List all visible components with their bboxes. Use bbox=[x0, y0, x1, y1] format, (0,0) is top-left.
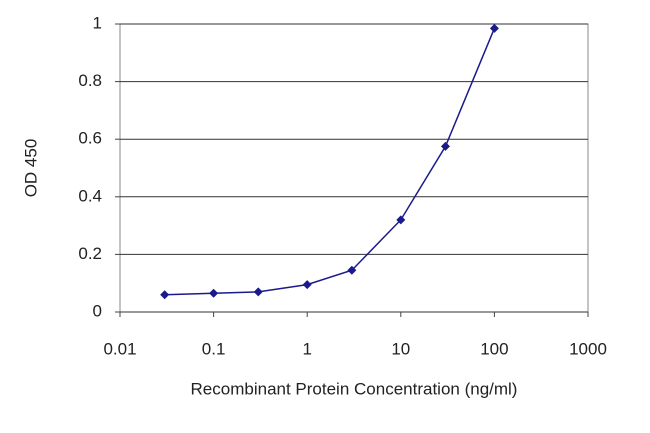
y-tick-label: 0 bbox=[93, 301, 102, 320]
y-tick-label: 0.8 bbox=[78, 71, 102, 90]
y-tick-label: 0.2 bbox=[78, 244, 102, 263]
data-point bbox=[396, 215, 406, 225]
x-axis-label: Recombinant Protein Concentration (ng/ml… bbox=[191, 379, 518, 398]
data-point bbox=[160, 290, 170, 300]
x-tick-label: 100 bbox=[480, 339, 508, 358]
x-tick-label: 10 bbox=[391, 339, 410, 358]
y-tick-label: 1 bbox=[93, 13, 102, 32]
y-axis-label: OD 450 bbox=[21, 139, 40, 198]
x-tick-label: 0.01 bbox=[103, 339, 136, 358]
x-tick-label: 1000 bbox=[569, 339, 607, 358]
data-point bbox=[347, 265, 357, 275]
data-point bbox=[489, 23, 499, 33]
data-point bbox=[209, 288, 219, 298]
y-tick-label: 0.6 bbox=[78, 129, 102, 148]
x-tick-label: 1 bbox=[302, 339, 311, 358]
x-tick-label: 0.1 bbox=[202, 339, 226, 358]
data-point bbox=[302, 280, 312, 290]
data-point bbox=[253, 287, 263, 297]
data-line bbox=[164, 28, 496, 296]
y-tick-label: 0.4 bbox=[78, 186, 102, 205]
data-point bbox=[440, 141, 450, 151]
